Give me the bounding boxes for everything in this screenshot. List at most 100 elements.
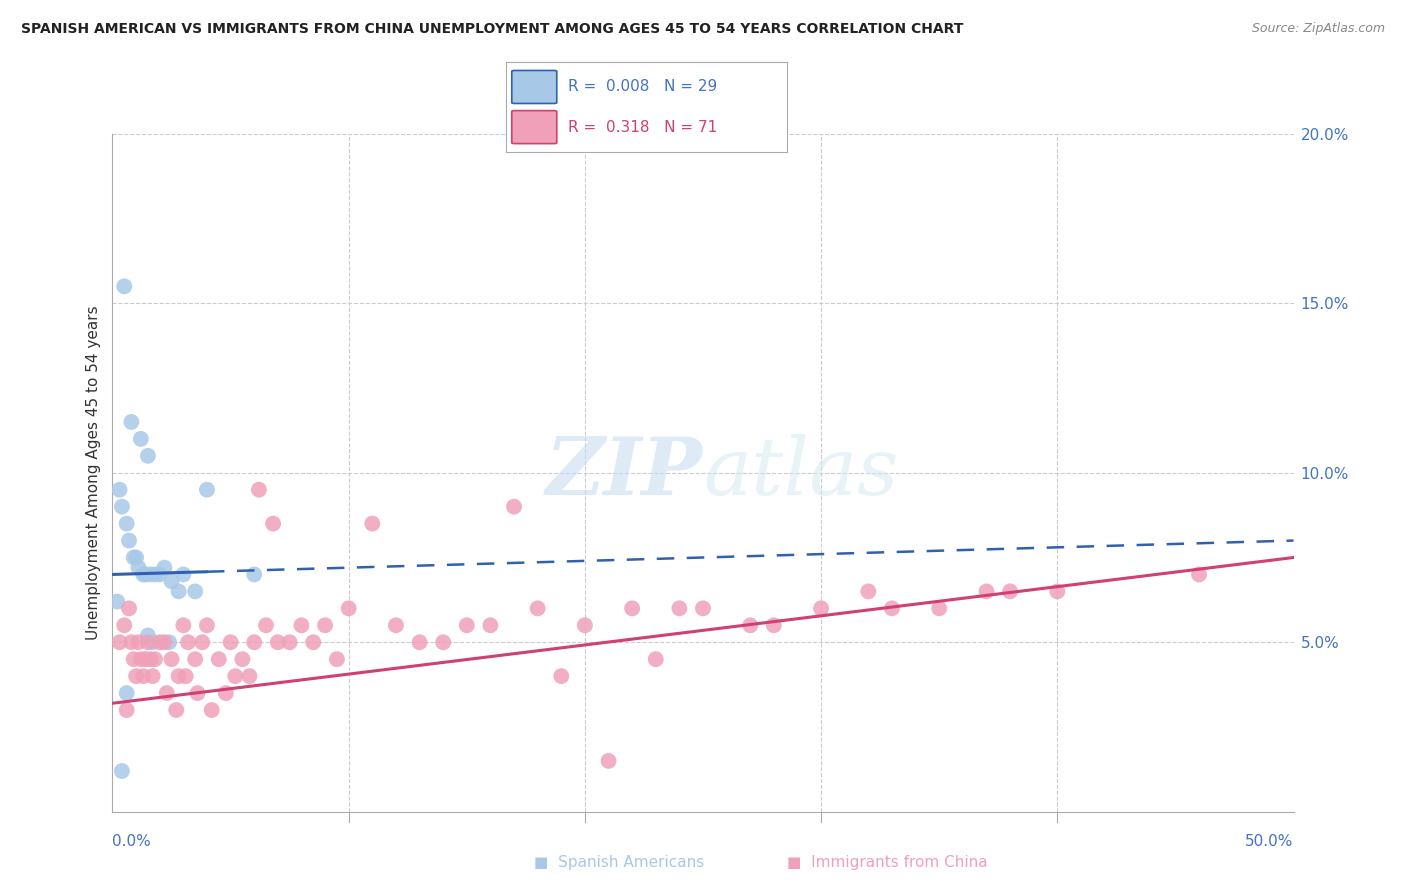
Text: 0.0%: 0.0% — [112, 834, 152, 849]
Point — [326, 652, 349, 666]
Point — [361, 516, 384, 531]
Point — [976, 584, 998, 599]
Point — [254, 618, 277, 632]
Point — [247, 483, 270, 497]
Point — [243, 635, 266, 649]
Point — [120, 635, 142, 649]
Point — [224, 669, 246, 683]
Text: ZIP: ZIP — [546, 434, 703, 511]
Point — [132, 567, 155, 582]
Point — [174, 669, 197, 683]
Point — [231, 652, 253, 666]
Point — [998, 584, 1021, 599]
Point — [385, 618, 408, 632]
Point — [139, 652, 162, 666]
Point — [136, 628, 159, 642]
Point — [139, 567, 162, 582]
Point — [215, 686, 238, 700]
Point — [125, 669, 148, 683]
Point — [167, 584, 190, 599]
Point — [184, 584, 207, 599]
Text: Source: ZipAtlas.com: Source: ZipAtlas.com — [1251, 22, 1385, 36]
Text: R =  0.318   N = 71: R = 0.318 N = 71 — [568, 120, 717, 135]
Point — [149, 567, 172, 582]
Point — [302, 635, 325, 649]
Point — [479, 618, 502, 632]
Point — [115, 686, 138, 700]
Point — [314, 618, 336, 632]
Text: 50.0%: 50.0% — [1246, 834, 1294, 849]
Point — [243, 567, 266, 582]
Point — [177, 635, 200, 649]
Y-axis label: Unemployment Among Ages 45 to 54 years: Unemployment Among Ages 45 to 54 years — [86, 305, 101, 640]
Point — [127, 560, 149, 574]
Point — [208, 652, 231, 666]
Point — [526, 601, 548, 615]
Point — [108, 635, 131, 649]
Point — [157, 635, 180, 649]
Point — [136, 635, 159, 649]
FancyBboxPatch shape — [512, 70, 557, 103]
Point — [153, 560, 176, 574]
Point — [160, 652, 183, 666]
Point — [129, 432, 152, 446]
FancyBboxPatch shape — [512, 111, 557, 144]
Point — [644, 652, 666, 666]
Point — [184, 652, 207, 666]
Point — [928, 601, 950, 615]
Point — [262, 516, 284, 531]
Point — [432, 635, 454, 649]
Point — [278, 635, 301, 649]
Point — [201, 703, 224, 717]
Point — [129, 652, 152, 666]
Point — [456, 618, 478, 632]
Point — [127, 635, 149, 649]
Point — [267, 635, 290, 649]
Text: R =  0.008   N = 29: R = 0.008 N = 29 — [568, 79, 717, 95]
Point — [122, 652, 145, 666]
Point — [105, 594, 128, 608]
Point — [118, 601, 141, 615]
Point — [337, 601, 360, 615]
Point — [132, 669, 155, 683]
Point — [118, 533, 141, 548]
Point — [125, 550, 148, 565]
Point — [172, 618, 194, 632]
Point — [115, 703, 138, 717]
Point — [156, 686, 179, 700]
Point — [135, 567, 157, 582]
Point — [858, 584, 880, 599]
Point — [740, 618, 762, 632]
Point — [290, 618, 312, 632]
Point — [810, 601, 832, 615]
Point — [143, 567, 166, 582]
Point — [186, 686, 208, 700]
Point — [136, 449, 159, 463]
Point — [112, 279, 135, 293]
Point — [1188, 567, 1211, 582]
Point — [142, 669, 165, 683]
Text: ■  Immigrants from China: ■ Immigrants from China — [787, 855, 988, 870]
Point — [153, 635, 176, 649]
Point — [880, 601, 903, 615]
Point — [762, 618, 785, 632]
Point — [108, 483, 131, 497]
Text: atlas: atlas — [703, 434, 898, 511]
Point — [149, 635, 172, 649]
Point — [598, 754, 620, 768]
Point — [111, 764, 134, 778]
Point — [142, 635, 165, 649]
Text: SPANISH AMERICAN VS IMMIGRANTS FROM CHINA UNEMPLOYMENT AMONG AGES 45 TO 54 YEARS: SPANISH AMERICAN VS IMMIGRANTS FROM CHIN… — [21, 22, 963, 37]
Point — [143, 652, 166, 666]
Point — [111, 500, 134, 514]
Point — [503, 500, 526, 514]
Point — [219, 635, 242, 649]
Point — [408, 635, 430, 649]
Point — [1046, 584, 1069, 599]
Point — [172, 567, 194, 582]
Point — [115, 516, 138, 531]
Point — [195, 618, 218, 632]
Point — [574, 618, 596, 632]
Point — [160, 574, 183, 589]
Point — [692, 601, 714, 615]
